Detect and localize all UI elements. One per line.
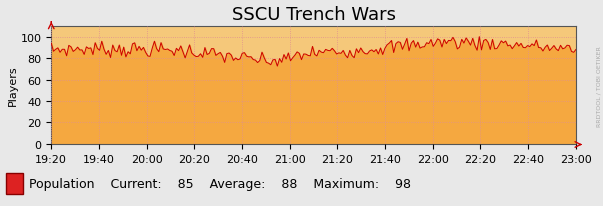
Y-axis label: Players: Players: [8, 65, 17, 106]
Title: SSCU Trench Wars: SSCU Trench Wars: [232, 6, 396, 24]
Text: Population    Current:    85    Average:    88    Maximum:    98: Population Current: 85 Average: 88 Maxim…: [29, 177, 411, 190]
Text: RRDTOOL / TOBI OETIKER: RRDTOOL / TOBI OETIKER: [597, 46, 602, 127]
